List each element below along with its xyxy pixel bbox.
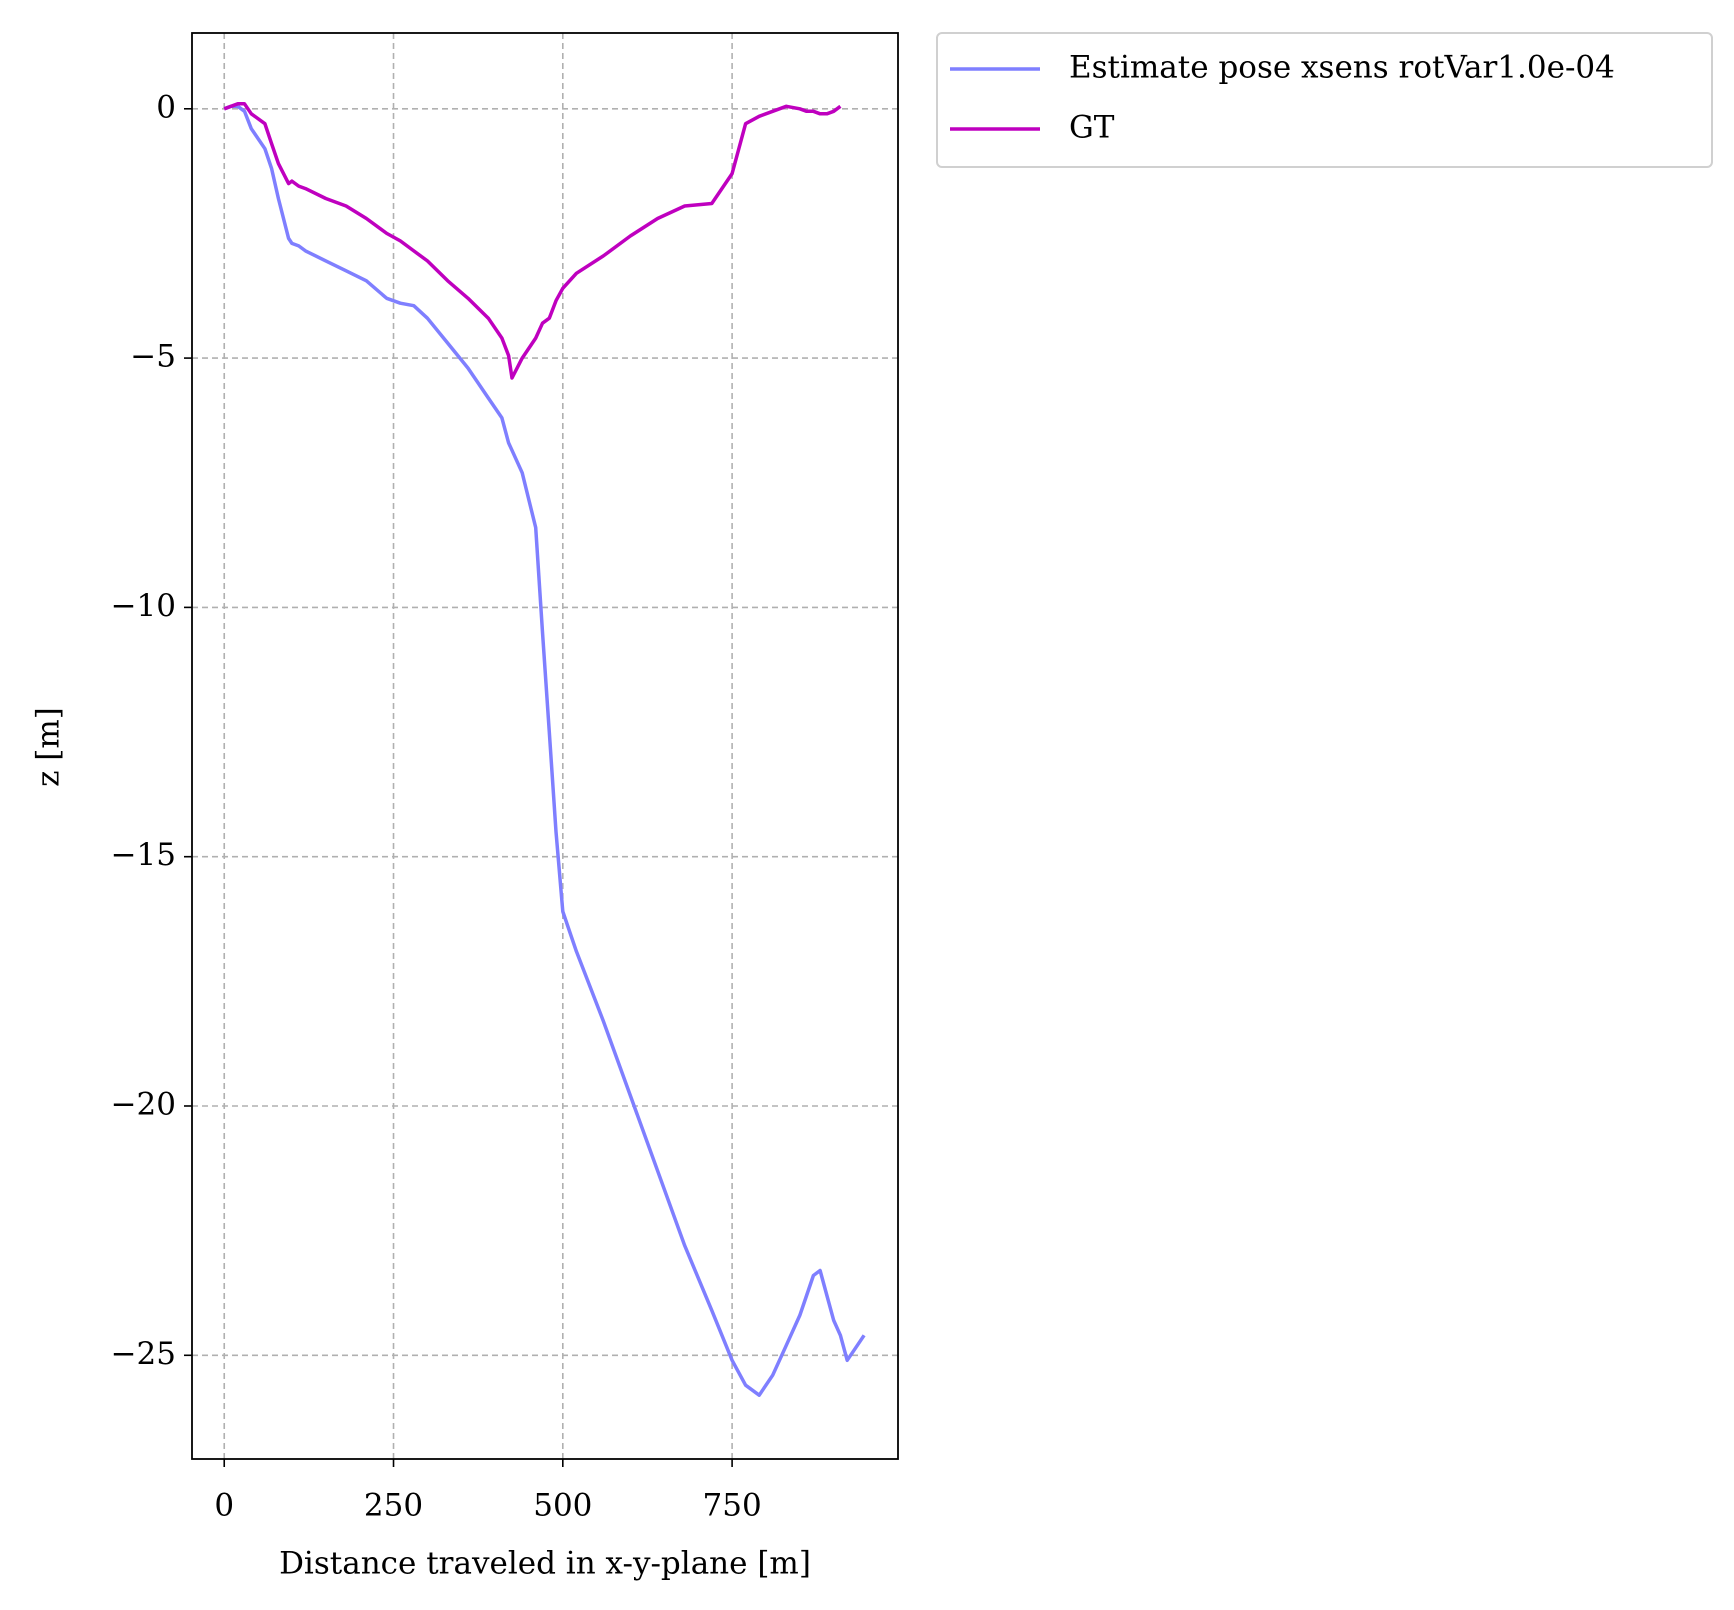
x-tick-label: 500 — [533, 1488, 592, 1524]
legend-label: Estimate pose xsens rotVar1.0e-04 — [1069, 50, 1615, 86]
legend-label: GT — [1069, 110, 1115, 146]
y-axis-label: z [m] — [31, 707, 67, 787]
x-tick-label: 0 — [214, 1488, 234, 1524]
y-tick-label: 0 — [156, 89, 176, 125]
legend-box — [936, 32, 1713, 168]
series-line — [223, 104, 866, 1397]
y-tick-label: −5 — [130, 339, 176, 375]
x-axis-label: Distance traveled in x-y-plane [m] — [279, 1546, 811, 1582]
y-tick-label: −20 — [111, 1086, 176, 1122]
y-tick-label: −10 — [111, 588, 176, 624]
x-tick-label: 250 — [364, 1488, 423, 1524]
series-line — [223, 102, 842, 380]
plot-frame — [191, 32, 899, 1460]
x-tick-label: 750 — [703, 1488, 762, 1524]
y-tick-label: −25 — [111, 1336, 176, 1372]
y-tick-label: −15 — [111, 837, 176, 873]
